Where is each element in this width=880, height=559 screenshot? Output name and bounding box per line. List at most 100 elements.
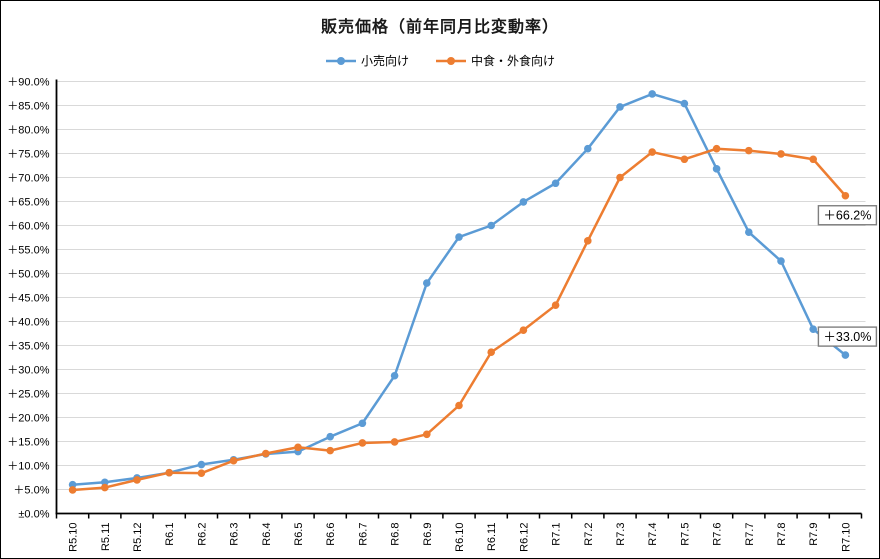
series-foodservice-point (584, 237, 592, 245)
series-foodservice-point (809, 155, 817, 164)
series-foodservice-point (777, 150, 785, 158)
x-tick-label: R6.12 (518, 523, 530, 552)
series-retail-point (326, 432, 335, 441)
x-tick-label: R7.10 (840, 523, 852, 552)
x-tick-label: R7.7 (744, 523, 756, 546)
series-foodservice-point (487, 348, 496, 357)
series-retail-point (487, 221, 496, 230)
data-label-box (817, 326, 878, 347)
series-retail-point (584, 144, 592, 153)
x-tick-label: R7.8 (776, 523, 788, 546)
y-tick-label: ＋70.0% (7, 173, 49, 185)
legend-item-retail[interactable]: 小売向け (325, 52, 409, 69)
x-tick-label: R7.5 (679, 523, 691, 546)
series-retail-point (197, 460, 206, 469)
x-tick-label: R7.6 (712, 523, 724, 546)
series-foodservice-point (455, 401, 463, 410)
x-tick-label: R5.10 (68, 523, 80, 552)
series-foodservice-point (101, 483, 109, 492)
series-retail-point (423, 279, 431, 287)
series-foodservice-point (165, 468, 173, 477)
y-tick-label: ＋55.0% (7, 245, 49, 257)
x-tick-label: R7.9 (808, 523, 820, 546)
series-retail-point (841, 351, 850, 359)
legend-marker-retail-icon (325, 56, 356, 65)
x-tick-label: R6.10 (454, 523, 466, 552)
y-tick-label: ＋50.0% (7, 269, 49, 281)
data-label-box (817, 205, 878, 226)
x-tick-label: R7.3 (615, 523, 627, 546)
series-foodservice-point (133, 476, 141, 484)
series-retail-line (72, 92, 847, 486)
y-tick-label: ＋30.0% (7, 365, 49, 377)
series-foodservice-point (229, 456, 238, 465)
series-foodservice-point (390, 438, 399, 446)
x-tick-label: R5.12 (132, 523, 144, 552)
legend-marker-foodservice-icon (436, 56, 466, 65)
x-tick-label: R6.6 (325, 523, 337, 546)
series-foodservice-point (680, 155, 689, 164)
data-label-text: ＋33.0% (823, 330, 871, 344)
legend-label-retail: 小売向け (360, 54, 409, 68)
x-tick-label: R6.5 (293, 523, 305, 546)
y-tick-label: ＋85.0% (7, 101, 49, 113)
chart-title: 販売価格（前年同月比変動率） (320, 19, 559, 36)
y-tick-label: ＋90.0% (7, 77, 49, 89)
series-foodservice-point (294, 443, 302, 452)
x-tick-label: R6.1 (164, 523, 176, 546)
series-retail-point (519, 198, 528, 206)
x-tick-label: R6.2 (196, 523, 208, 546)
series-foodservice-point (358, 439, 367, 447)
series-retail-point (809, 325, 817, 333)
y-tick-label: ＋10.0% (7, 461, 49, 473)
series-retail-point (745, 228, 753, 237)
series-foodservice-point (551, 301, 560, 309)
legend: 小売向け 中食・外食向け (1, 52, 879, 69)
series-retail-point (390, 371, 399, 380)
series-retail-point (616, 103, 624, 111)
y-tick-label: ＋20.0% (7, 413, 49, 425)
y-tick-label: ＋80.0% (7, 125, 49, 137)
y-tick-label: ＋35.0% (7, 341, 49, 353)
y-tick-label: ＋65.0% (7, 197, 49, 209)
series-foodservice-point (262, 449, 270, 458)
series-foodservice-point (745, 146, 753, 155)
x-tick-label: R6.8 (390, 523, 402, 546)
x-tick-label: R7.2 (583, 523, 595, 546)
series-retail-point (455, 233, 463, 241)
series-foodservice-point (68, 486, 77, 494)
series-foodservice-point (841, 191, 850, 200)
y-tick-label: ＋60.0% (7, 221, 49, 233)
y-tick-label: ＋45.0% (7, 293, 49, 305)
series-foodservice-point (712, 144, 721, 153)
series-foodservice-point (519, 326, 528, 334)
x-tick-label: R5.11 (100, 523, 112, 552)
series-foodservice-point (648, 148, 656, 156)
x-tick-label: R7.4 (647, 523, 659, 546)
x-tick-label: R6.9 (422, 523, 434, 546)
series-foodservice-point (423, 430, 431, 439)
series-retail-point (358, 419, 367, 428)
y-tick-label: ＋25.0% (7, 389, 49, 401)
legend-label-foodservice: 中食・外食向け (471, 54, 556, 68)
y-tick-label: ＋5.0% (13, 485, 49, 497)
y-tick-label: ＋75.0% (7, 149, 49, 161)
series-retail-point (777, 257, 785, 265)
x-tick-label: R6.7 (357, 523, 369, 546)
series-foodservice-point (616, 173, 624, 182)
series-retail-point (101, 478, 109, 487)
x-tick-label: R7.1 (551, 523, 563, 546)
data-label-text: ＋66.2% (823, 209, 871, 223)
legend-item-foodservice[interactable]: 中食・外食向け (435, 52, 555, 69)
series-retail-point (551, 179, 560, 188)
series-foodservice-line (72, 147, 847, 492)
y-tick-label: ＋40.0% (7, 317, 49, 329)
x-tick-label: R6.11 (486, 523, 498, 552)
series-foodservice-point (326, 446, 335, 455)
y-tick-label: ＋15.0% (7, 437, 49, 449)
y-tick-label: ±0.0% (18, 509, 49, 521)
x-tick-label: R6.3 (229, 523, 241, 546)
series-retail-point (712, 165, 721, 173)
